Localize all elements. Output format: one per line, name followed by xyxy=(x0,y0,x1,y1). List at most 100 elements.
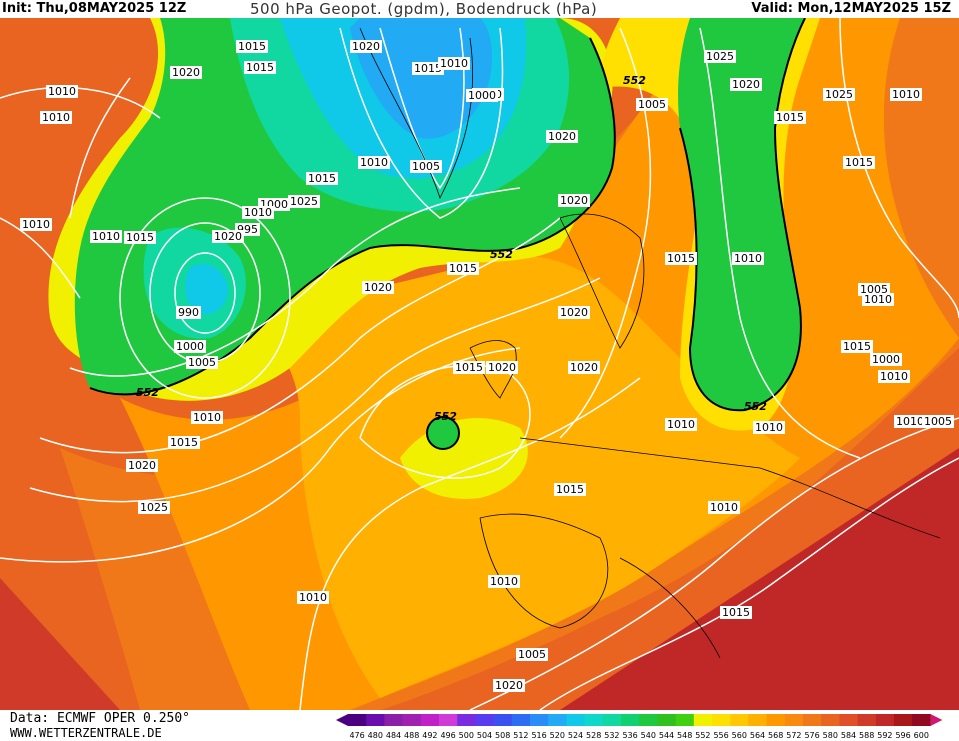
pressure-label: 1005 xyxy=(860,283,888,296)
legend-tick-label: 556 xyxy=(713,731,728,740)
legend-swatch xyxy=(366,714,385,726)
legend-swatch xyxy=(602,714,622,726)
pressure-label-bg xyxy=(288,195,320,208)
pressure-label-bg xyxy=(412,62,444,75)
pressure-label: 1020 xyxy=(364,281,392,294)
contour-552-russia xyxy=(679,18,806,412)
pressure-label: 1025 xyxy=(706,50,734,63)
field-darkred-se xyxy=(560,448,959,710)
legend-tick-label: 500 xyxy=(459,731,474,740)
legend-arrow-right xyxy=(930,714,943,726)
pressure-label-bg xyxy=(708,501,740,514)
contour-552-atlantic xyxy=(89,37,616,396)
pressure-label: 1010 xyxy=(360,156,388,169)
pressure-label-bg xyxy=(362,281,394,294)
legend-swatch xyxy=(566,714,586,726)
pressure-label-bg xyxy=(554,483,586,496)
pressure-label-bg xyxy=(176,306,201,319)
pressure-label: 1020 xyxy=(732,78,760,91)
isobar xyxy=(69,187,521,377)
chart-header: Init: Thu,08MAY2025 12Z 500 hPa Geopot. … xyxy=(0,0,959,18)
legend-tick-label: 576 xyxy=(804,731,819,740)
legend-arrow-left xyxy=(336,714,348,726)
legend-tick-label: 580 xyxy=(823,731,838,740)
pressure-label-bg xyxy=(546,130,578,143)
pressure-label: 1005 xyxy=(188,356,216,369)
legend-swatch xyxy=(493,714,513,726)
isobar xyxy=(0,347,521,563)
pressure-label: 1015 xyxy=(246,61,274,74)
pressure-label: 1025 xyxy=(825,88,853,101)
isobar xyxy=(379,27,465,190)
pressure-label: 1000 xyxy=(176,340,204,353)
pressure-label-bg xyxy=(516,648,548,661)
legend-swatch xyxy=(384,714,404,726)
pressure-label-bg xyxy=(890,88,922,101)
pressure-label-bg xyxy=(90,230,122,243)
isobar xyxy=(299,377,641,710)
legend-swatch xyxy=(511,714,531,726)
pressure-label-bg xyxy=(438,57,470,70)
pressure-label: 1015 xyxy=(845,156,873,169)
website: WWW.WETTERZENTRALE.DE xyxy=(10,726,162,740)
legend-tick-label: 572 xyxy=(786,731,801,740)
pressure-label-bg xyxy=(730,78,762,91)
legend-swatch xyxy=(457,714,476,726)
legend-swatch xyxy=(621,714,640,726)
legend-bars xyxy=(336,714,943,726)
pressure-label-bg xyxy=(447,262,479,275)
pressure-label: 1010 xyxy=(667,418,695,431)
pressure-label-bg xyxy=(212,230,244,243)
legend-tick-label: 560 xyxy=(732,731,747,740)
pressure-label: 1010 xyxy=(864,293,892,306)
legend-tick-label: 496 xyxy=(440,731,455,740)
legend-swatch xyxy=(784,714,804,726)
legend-swatch xyxy=(420,714,440,726)
pressure-label-bg xyxy=(168,436,200,449)
pressure-label: 1015 xyxy=(238,40,266,53)
pressure-label: 1010 xyxy=(490,575,518,588)
isobar xyxy=(29,277,601,503)
legend-tick-label: 568 xyxy=(768,731,783,740)
legend-swatch xyxy=(730,714,749,726)
pressure-label-bg xyxy=(306,172,338,185)
pressure-label: 1010 xyxy=(896,415,924,428)
coast-iberia xyxy=(479,513,609,629)
pressure-label: 1020 xyxy=(548,130,576,143)
coast-europe xyxy=(519,437,941,539)
legend-tick-label: 600 xyxy=(914,731,929,740)
isobar xyxy=(119,197,291,399)
pressure-label: 1015 xyxy=(776,111,804,124)
pressure-label: 1010 xyxy=(92,230,120,243)
chart-title: 500 hPa Geopot. (gpdm), Bodendruck (hPa) xyxy=(250,0,598,18)
pressure-label: 1025 xyxy=(290,195,318,208)
pressure-label-bg xyxy=(358,156,390,169)
isobar xyxy=(174,252,236,334)
pressure-label-bg xyxy=(841,340,873,353)
pressure-label-bg xyxy=(720,606,752,619)
label-552: 552 xyxy=(136,386,159,399)
pressure-label-bg xyxy=(186,356,218,369)
pressure-label: 1010 xyxy=(22,218,50,231)
pressure-label: 1010 xyxy=(42,111,70,124)
pressure-label: 1010 xyxy=(892,88,920,101)
legend-tick-label: 536 xyxy=(622,731,637,740)
pressure-label: 1010 xyxy=(734,252,762,265)
pressure-label: 1020 xyxy=(560,194,588,207)
coast-scandinavia xyxy=(559,213,645,349)
isobar xyxy=(0,86,161,119)
legend-swatch xyxy=(675,714,695,726)
pressure-label-bg xyxy=(242,206,274,219)
pressure-label-bg xyxy=(244,61,276,74)
pressure-label-bg xyxy=(704,50,736,63)
pressure-label: 1010 xyxy=(880,370,908,383)
pressure-label-bg xyxy=(350,40,382,53)
pressure-label-bg xyxy=(493,679,525,692)
field-red-sw xyxy=(0,578,120,710)
pressure-label: 1020 xyxy=(352,40,380,53)
legend-swatch xyxy=(402,714,422,726)
pressure-label-bg xyxy=(488,575,520,588)
isobar xyxy=(69,77,131,219)
pressure-label: 1020 xyxy=(128,459,156,472)
pressure-label: 1010 xyxy=(710,501,738,514)
